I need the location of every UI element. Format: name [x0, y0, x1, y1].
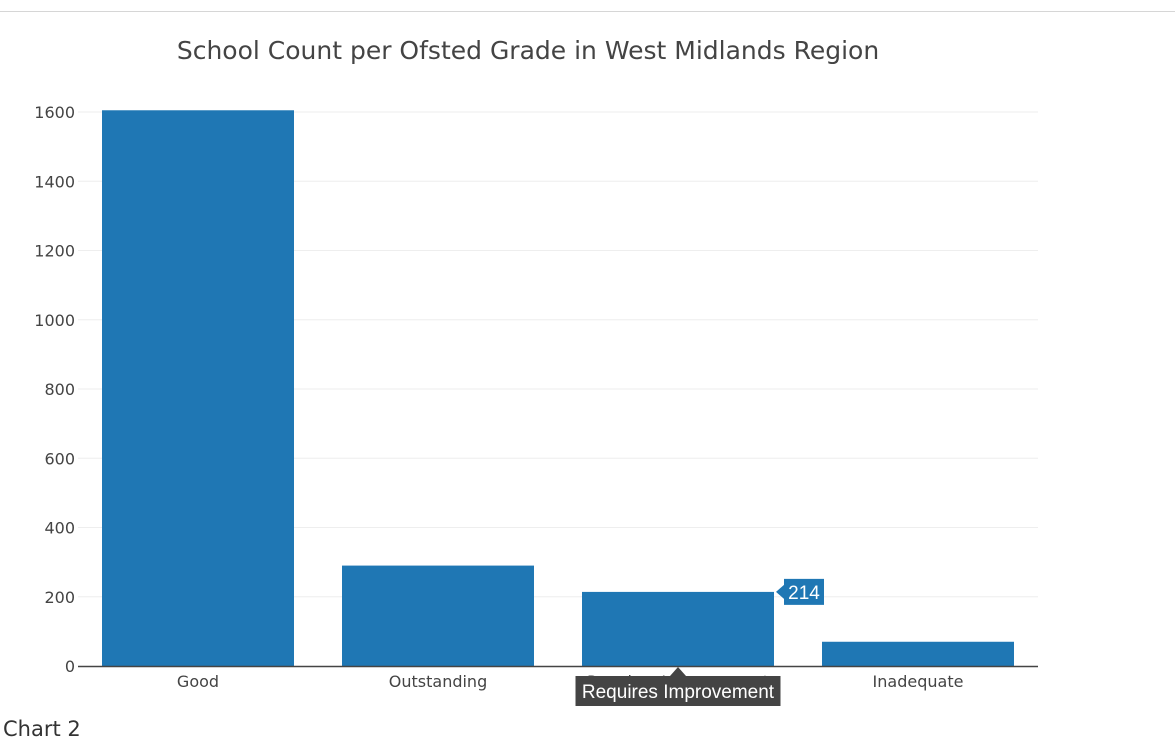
y-tick-label: 800	[44, 380, 75, 399]
bar-chart: School Count per Ofsted Grade in West Mi…	[34, 36, 1038, 706]
hover-value-box	[776, 578, 824, 605]
x-tick-label: Outstanding	[389, 672, 487, 691]
x-tick-label: Good	[177, 672, 219, 691]
bar	[582, 591, 774, 666]
chart-caption: Chart 2	[3, 717, 81, 741]
bar	[342, 565, 534, 666]
y-tick-label: 1600	[34, 103, 75, 122]
hover-value-label: 214	[776, 578, 824, 605]
top-divider	[0, 11, 1175, 12]
y-tick-label: 200	[44, 588, 75, 607]
x-tick-label: Inadequate	[873, 672, 964, 691]
y-tick-label: 1000	[34, 311, 75, 330]
y-tick-label: 0	[65, 657, 75, 676]
y-tick-label: 1400	[34, 172, 75, 191]
chart-title: School Count per Ofsted Grade in West Mi…	[177, 36, 879, 65]
bar	[102, 110, 294, 667]
hover-category-text: Requires Improvement	[582, 682, 775, 703]
hover-value-text: 214	[788, 583, 820, 604]
bar	[822, 641, 1014, 666]
y-tick-label: 400	[44, 519, 75, 538]
y-tick-label: 1200	[34, 242, 75, 261]
hover-category-box	[575, 667, 781, 706]
y-tick-label: 600	[44, 449, 75, 468]
hover-category-label: Requires Improvement	[575, 667, 781, 706]
